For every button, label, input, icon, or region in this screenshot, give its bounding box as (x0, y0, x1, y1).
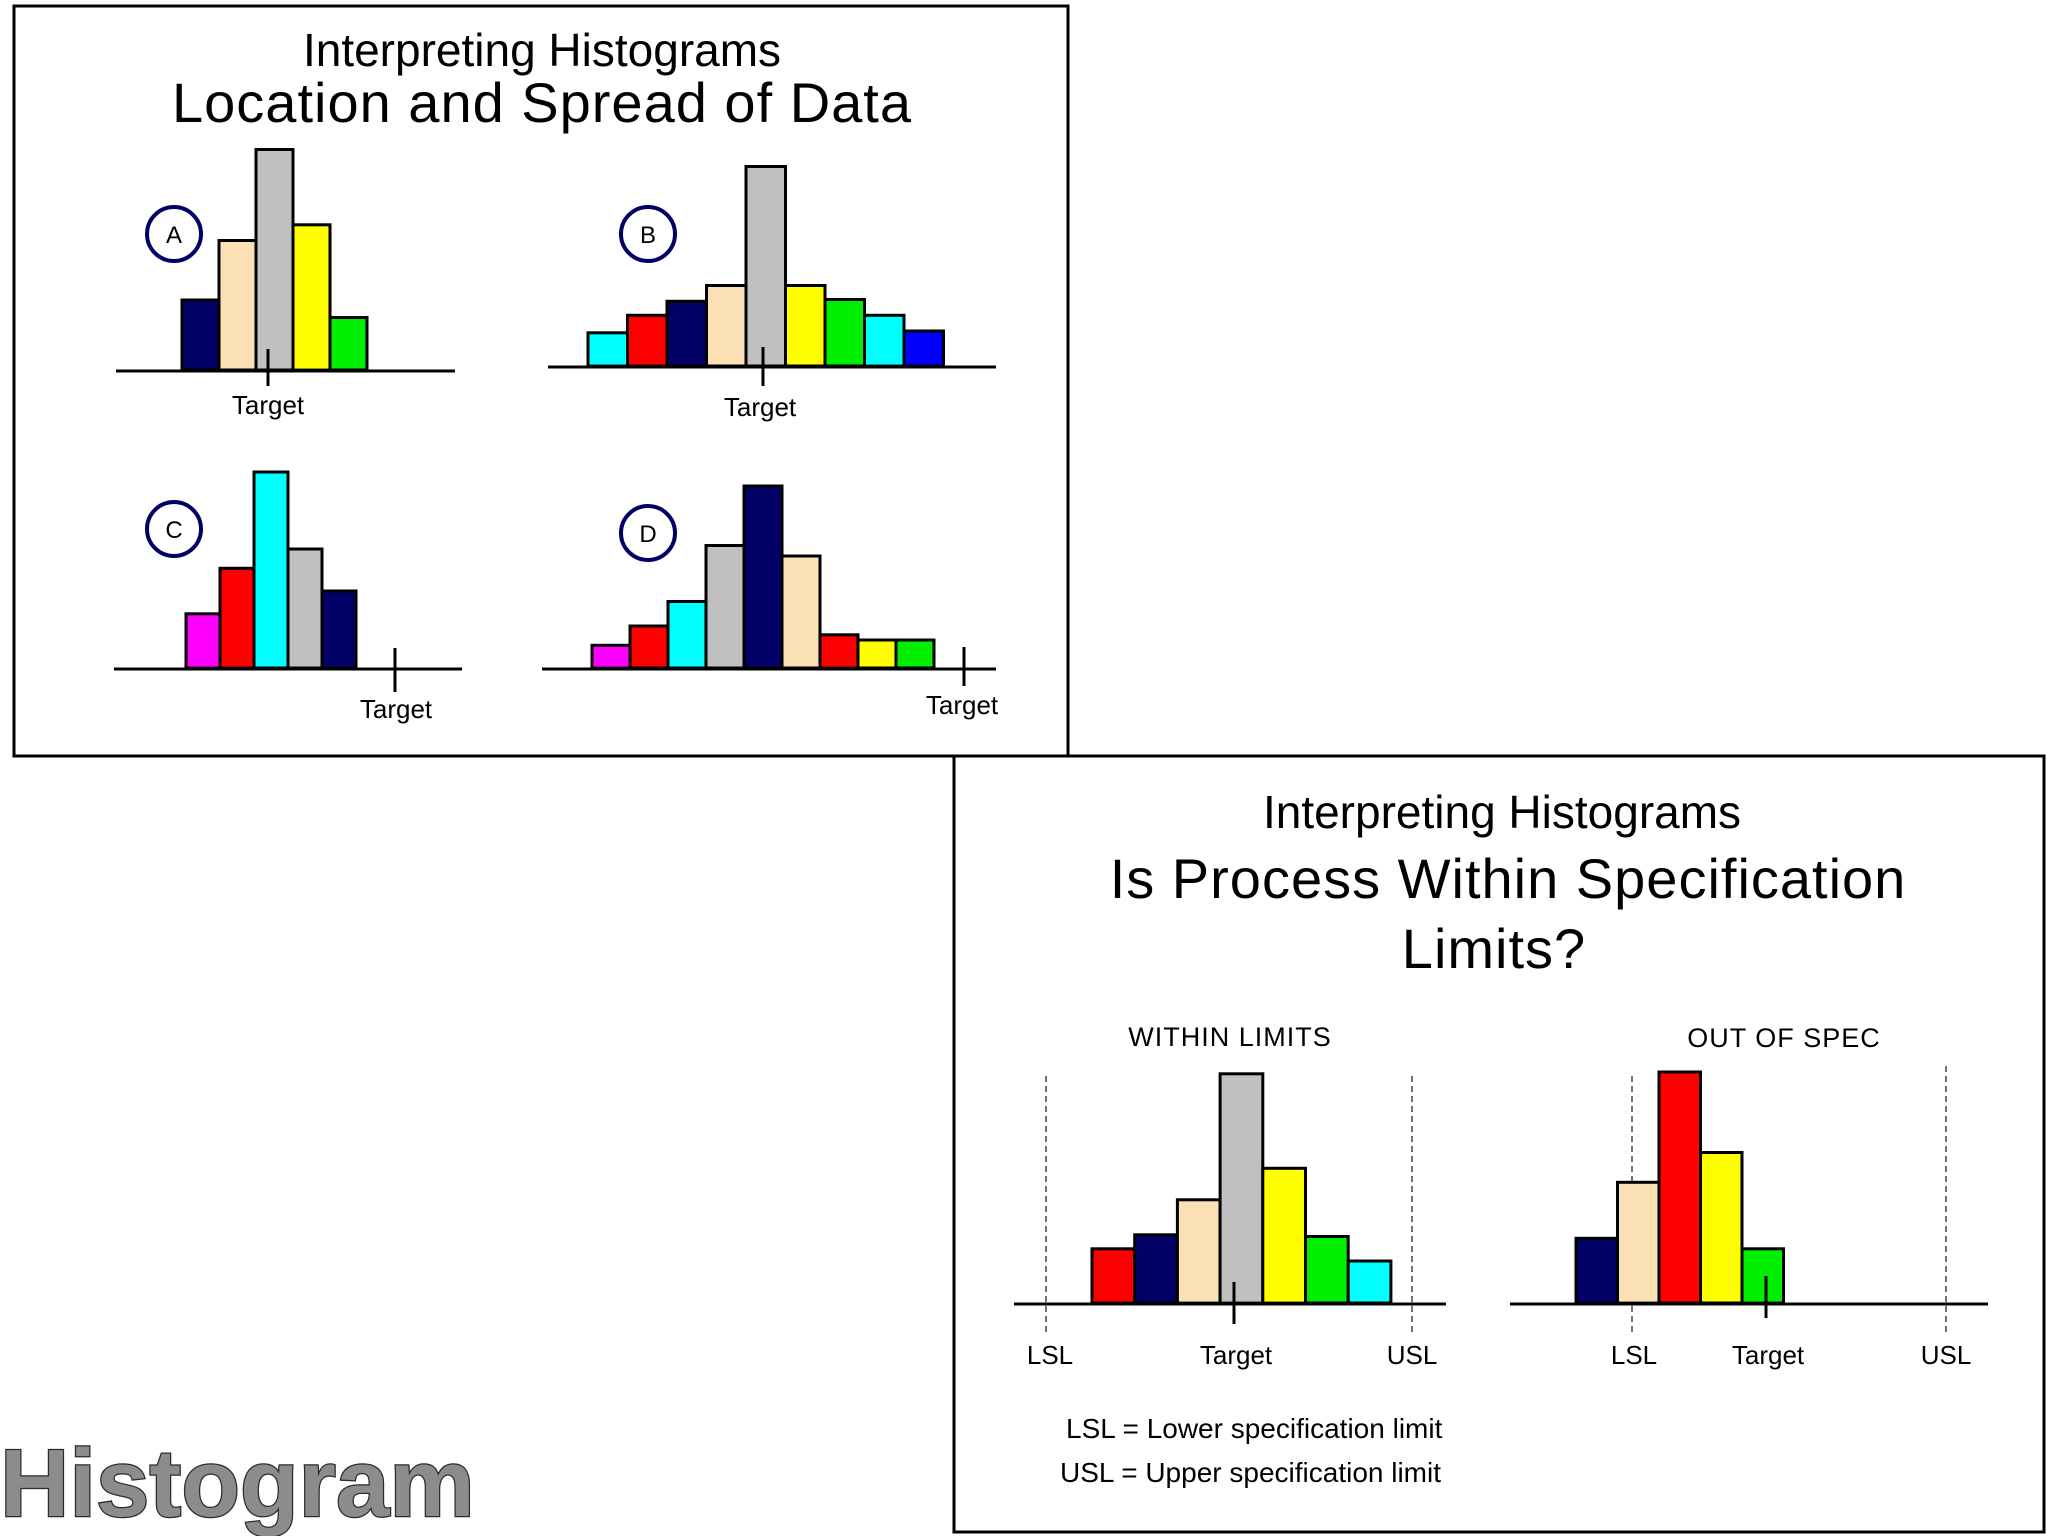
out-target-label: Target (1732, 1340, 1805, 1370)
histogram-b-bar-5 (744, 165, 787, 368)
histogram-c-bar-1 (184, 612, 222, 670)
within-limits-bar-1 (1090, 1247, 1137, 1305)
histogram-b-bar-2 (626, 313, 669, 368)
histogram-d-target-label: Target (926, 690, 999, 720)
panel-2-border (952, 754, 2046, 1534)
histogram-b-bars (586, 165, 945, 368)
out-of-spec-bar-1 (1574, 1236, 1619, 1305)
within-lsl-label: LSL (1027, 1340, 1073, 1370)
letter-d: D (639, 521, 656, 548)
histogram-b: B Target (548, 165, 996, 422)
histogram-c-bar-3 (252, 470, 290, 670)
within-limits-bar-2 (1133, 1233, 1179, 1305)
histogram-c-bars (184, 470, 358, 670)
histogram-c-target-label: Target (360, 694, 433, 724)
letter-a-circle (145, 205, 203, 263)
histogram-a: A Target (116, 148, 455, 420)
histogram-d-bar-3 (666, 600, 708, 670)
letter-b: B (640, 222, 656, 249)
histogram-d-bar-9 (894, 638, 936, 670)
within-limits-bar-4 (1218, 1072, 1265, 1305)
panel-1-subtitle: Location and Spread of Data (172, 71, 912, 134)
histogram-b-bar-7 (823, 298, 866, 368)
out-of-spec-bar-4 (1699, 1151, 1744, 1305)
histogram-c-bar-5 (320, 589, 358, 670)
within-target-label: Target (1200, 1340, 1273, 1370)
legend-usl: USL = Upper specification limit (1060, 1457, 1441, 1488)
panel-2-title: Interpreting Histograms (1263, 786, 1741, 838)
histogram-out-of-spec: OUT OF SPEC LSL Target USL (1510, 1023, 1988, 1370)
out-of-spec-label: OUT OF SPEC (1687, 1023, 1881, 1053)
letter-c-circle (145, 500, 203, 558)
out-usl-label: USL (1921, 1340, 1972, 1370)
histogram-b-bar-4 (705, 284, 748, 368)
histogram-a-bar-3 (254, 148, 295, 372)
out-of-spec-bar-2 (1616, 1180, 1661, 1305)
histogram-c-bar-4 (286, 547, 324, 670)
histogram-b-bar-9 (902, 329, 945, 368)
panel-location-spread: Interpreting Histograms Location and Spr… (12, 4, 1070, 758)
histogram-b-bar-8 (863, 313, 906, 368)
out-lsl-label: LSL (1611, 1340, 1657, 1370)
histogram-d: D Target (542, 484, 999, 720)
histogram-d-bar-4 (704, 544, 746, 670)
letter-d-circle (619, 504, 677, 562)
histogram-a-target-label: Target (232, 390, 305, 420)
out-of-spec-bar-3 (1657, 1070, 1702, 1305)
panel-spec-limits: Interpreting Histograms Is Process Withi… (952, 754, 2046, 1534)
panel-2-subtitle-line2: Limits? (1402, 917, 1586, 980)
histogram-d-bar-1 (590, 643, 632, 670)
histogram-a-bar-4 (291, 223, 332, 372)
histogram-b-bar-3 (665, 299, 708, 368)
within-limits-bar-7 (1346, 1259, 1393, 1305)
histogram-b-target-label: Target (724, 392, 797, 422)
panel-1-title: Interpreting Histograms (303, 24, 781, 76)
histogram-b-bar-6 (784, 284, 827, 368)
within-limits-bar-3 (1175, 1198, 1222, 1305)
histogram-a-bars (180, 148, 369, 372)
histogram-a-bar-2 (217, 239, 258, 372)
histogram-c-bar-2 (218, 566, 256, 670)
histogram-d-bar-5 (742, 484, 784, 670)
histogram-d-bar-6 (780, 554, 822, 670)
letter-a: A (166, 222, 182, 249)
within-limits-bar-6 (1304, 1235, 1350, 1305)
histogram-d-bar-2 (628, 624, 670, 670)
letter-c: C (165, 517, 182, 544)
histogram-a-bar-5 (328, 316, 369, 372)
histogram-d-bar-8 (856, 638, 898, 670)
legend-lsl: LSL = Lower specification limit (1066, 1413, 1443, 1444)
out-of-spec-bar-5 (1740, 1247, 1785, 1305)
histogram-b-bar-1 (586, 331, 629, 368)
histogram-c: C Target (114, 470, 462, 724)
histogram-a-bar-1 (180, 298, 221, 372)
histogram-d-bar-7 (818, 633, 860, 670)
within-usl-label: USL (1387, 1340, 1438, 1370)
histogram-within-limits: WITHIN LIMITS LSL Target USL (1014, 1022, 1446, 1370)
within-limits-bar-5 (1261, 1166, 1308, 1305)
out-of-spec-bars (1574, 1070, 1785, 1305)
letter-b-circle (619, 205, 677, 263)
histogram-wordmark: Histogram (0, 1430, 475, 1536)
panel-2-subtitle-line1: Is Process Within Specification (1110, 847, 1907, 910)
within-limits-label: WITHIN LIMITS (1128, 1022, 1332, 1052)
